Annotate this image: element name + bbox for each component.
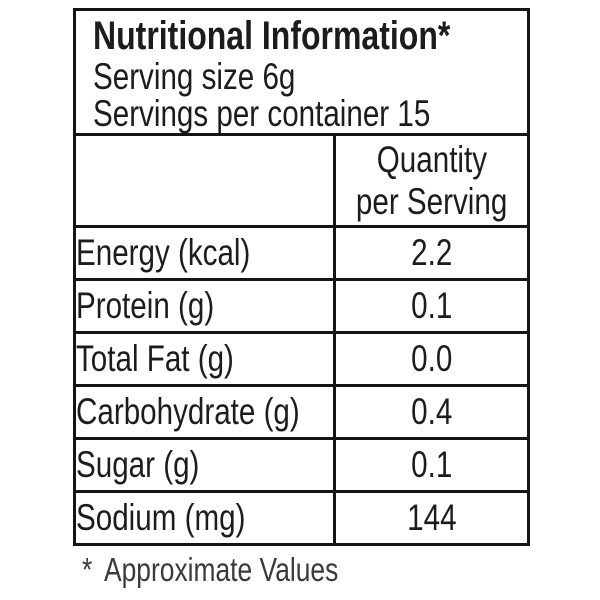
serving-size: Serving size 6g bbox=[93, 58, 527, 95]
quantity-header-line1: Quantity bbox=[376, 138, 487, 180]
row-label: Total Fat (g) bbox=[73, 331, 336, 387]
table-row-energy: Energy (kcal) 2.2 bbox=[73, 225, 531, 281]
footnote-text: Approximate Values bbox=[103, 551, 339, 588]
row-value: 0.0 bbox=[332, 331, 531, 387]
footnote: * Approximate Values bbox=[82, 551, 397, 589]
row-label: Carbohydrate (g) bbox=[73, 384, 336, 440]
quantity-per-serving-header: Quantity per Serving bbox=[332, 133, 531, 228]
empty-header-cell bbox=[73, 133, 336, 228]
row-value: 0.1 bbox=[332, 437, 531, 493]
footnote-asterisk: * bbox=[82, 551, 93, 588]
label-title: Nutritional Information* bbox=[93, 14, 527, 58]
label-title-text: Nutritional Information* bbox=[93, 14, 451, 58]
row-label: Sodium (mg) bbox=[73, 490, 336, 546]
servings-per-container-text: Servings per container 15 bbox=[93, 93, 431, 134]
quantity-header-line2: per Serving bbox=[355, 180, 508, 222]
row-label: Energy (kcal) bbox=[73, 225, 336, 281]
servings-per-container: Servings per container 15 bbox=[93, 95, 527, 132]
row-value: 144 bbox=[332, 490, 531, 546]
serving-size-text: Serving size 6g bbox=[93, 56, 296, 97]
row-value: 0.1 bbox=[332, 278, 531, 334]
table-row-protein: Protein (g) 0.1 bbox=[73, 278, 531, 334]
title-block-cell: Nutritional Information* Serving size 6g… bbox=[72, 8, 531, 136]
row-label: Protein (g) bbox=[73, 278, 336, 334]
nutrition-table: Nutritional Information* Serving size 6g… bbox=[72, 8, 531, 546]
table-row-sodium: Sodium (mg) 144 bbox=[73, 490, 531, 546]
title-block-row: Nutritional Information* Serving size 6g… bbox=[72, 8, 531, 136]
row-value: 0.4 bbox=[332, 384, 531, 440]
row-value: 2.2 bbox=[332, 225, 531, 281]
table-row-carbohydrate: Carbohydrate (g) 0.4 bbox=[73, 384, 531, 440]
row-label: Sugar (g) bbox=[73, 437, 336, 493]
column-header-row: Quantity per Serving bbox=[73, 133, 531, 228]
table-row-sugar: Sugar (g) 0.1 bbox=[73, 437, 531, 493]
table-row-total-fat: Total Fat (g) 0.0 bbox=[73, 331, 531, 387]
